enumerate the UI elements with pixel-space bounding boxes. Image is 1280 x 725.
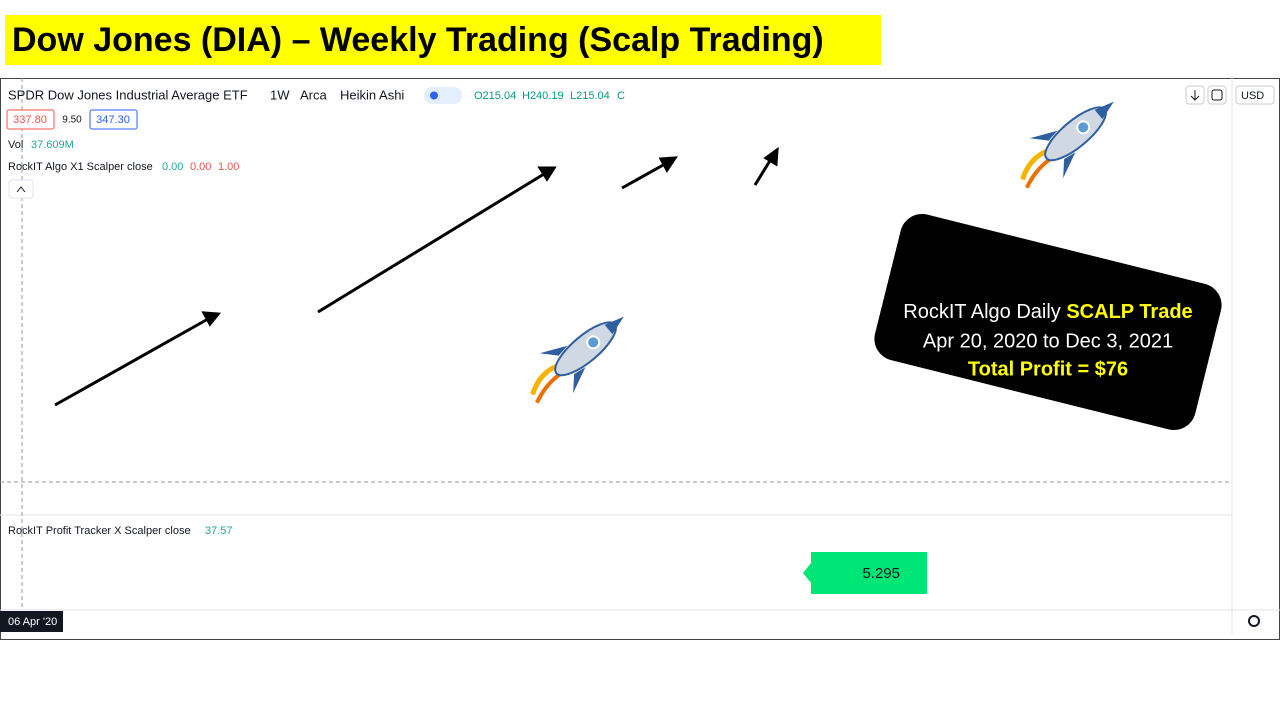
algo-value: 0.00: [190, 161, 211, 173]
chart-style[interactable]: Heikin Ashi: [340, 87, 404, 102]
summary-line: RockIT Algo Daily SCALP Trade: [903, 301, 1192, 323]
algo-value: 1.00: [218, 161, 239, 173]
collapse-icon: [16, 186, 26, 193]
symbol: SPDR Dow Jones Industrial Average ETF: [8, 87, 248, 102]
ask-button[interactable]: [89, 109, 138, 130]
ohlc-high: H240.19: [522, 90, 564, 102]
rocket: [1020, 101, 1114, 189]
refresh-button[interactable]: [1207, 85, 1227, 105]
currency[interactable]: USD: [1241, 90, 1264, 102]
currency-button[interactable]: [1235, 85, 1275, 105]
bid-button[interactable]: [6, 109, 55, 130]
settings-icon[interactable]: [1248, 615, 1260, 627]
arrows: [54, 146, 779, 407]
date-tag: [0, 611, 63, 632]
tracker-value: 37.57: [205, 525, 233, 537]
summary-text: RockIT Algo Daily: [903, 301, 1060, 323]
ohlc-low: L215.04: [570, 90, 610, 102]
collapse-button[interactable]: [8, 179, 34, 199]
spread: 9.50: [62, 115, 82, 126]
icon: [1211, 89, 1223, 101]
status-dot: [430, 91, 438, 100]
tracker-label: RockIT Profit Tracker X Scalper close: [8, 525, 191, 537]
summary-highlight: SCALP Trade: [1066, 301, 1192, 323]
summary-line: Apr 20, 2020 to Dec 3, 2021: [923, 330, 1173, 352]
ohlc-open: O215.04: [474, 90, 516, 102]
ohlc-close: C: [617, 90, 625, 102]
icon: [1190, 90, 1200, 101]
status-pill[interactable]: [424, 87, 462, 104]
algo-value: 0.00: [162, 161, 183, 173]
ask[interactable]: 347.30: [96, 114, 130, 126]
summary-line: Total Profit = $76: [968, 358, 1128, 380]
rocket: [530, 316, 624, 404]
tracker-box-value: 5.295: [862, 565, 900, 582]
vol-value: 37.609M: [31, 139, 74, 151]
exchange: Arca: [300, 87, 328, 102]
tracker-box: [803, 552, 927, 594]
title-bg: [5, 15, 881, 65]
algo-label: RockIT Algo X1 Scalper close: [8, 161, 153, 173]
page-title: Dow Jones (DIA) – Weekly Trading (Scalp …: [12, 21, 824, 59]
bid[interactable]: 337.80: [13, 114, 47, 126]
interval[interactable]: 1W: [270, 87, 290, 102]
vol-label: Vol: [8, 139, 23, 151]
summary-box: [874, 213, 1222, 431]
date-tag-label: 06 Apr '20: [8, 616, 57, 628]
